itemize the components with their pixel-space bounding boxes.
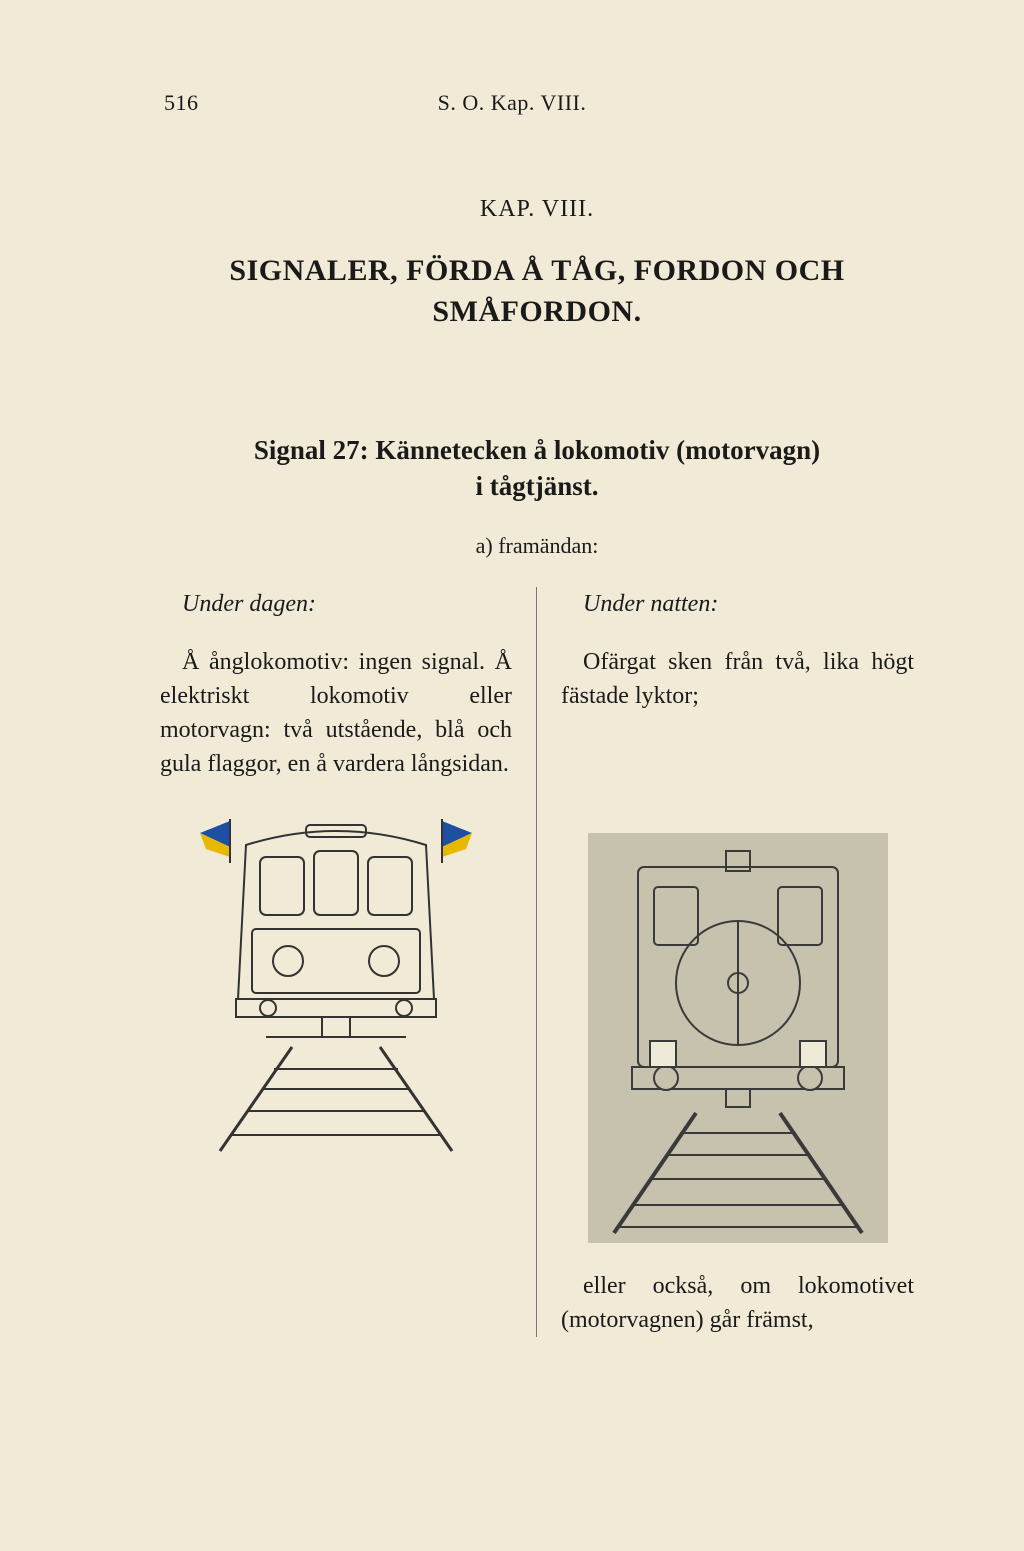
motor-car-front-icon <box>176 799 496 1159</box>
running-head-text: S. O. Kap. VIII. <box>438 90 587 116</box>
flag-right-icon <box>442 819 472 863</box>
title-line-2: SMÅFORDON. <box>432 295 641 328</box>
flag-left-icon <box>200 819 230 863</box>
column-night-body: Ofärgat sken från två, lika högt fästade… <box>561 645 914 713</box>
signal-heading-line-1: Signal 27: Kännetecken å lokomotiv (moto… <box>254 435 820 465</box>
column-night: Under natten: Ofärgat sken från två, lik… <box>537 587 914 1337</box>
title-line-1: SIGNALER, FÖRDA Å TÅG, FORDON OCH <box>229 254 844 287</box>
chapter-title: SIGNALER, FÖRDA Å TÅG, FORDON OCH SMÅFOR… <box>160 251 914 332</box>
column-night-head: Under natten: <box>561 587 914 621</box>
page: 516 S. O. Kap. VIII. KAP. VIII. SIGNALER… <box>0 0 1024 1551</box>
signal-heading-line-2: i tågtjänst. <box>476 471 599 501</box>
illustration-night <box>561 833 914 1243</box>
running-head: 516 S. O. Kap. VIII. <box>160 90 914 116</box>
signal-heading: Signal 27: Kännetecken å lokomotiv (moto… <box>187 432 887 505</box>
page-number: 516 <box>160 90 199 116</box>
column-day: Under dagen: Å ånglokomotiv: ingen signa… <box>160 587 537 1337</box>
column-day-head: Under dagen: <box>160 587 512 621</box>
steam-loco-front-icon <box>588 833 888 1243</box>
two-columns: Under dagen: Å ånglokomotiv: ingen signa… <box>160 587 914 1337</box>
column-day-body: Å ånglokomotiv: ingen signal. Å elektris… <box>160 645 512 781</box>
chapter-label: KAP. VIII. <box>160 196 914 223</box>
illustration-day <box>160 799 512 1159</box>
subhead-a: a) framändan: <box>160 533 914 559</box>
column-night-tail: eller också, om lokomotivet (motorvagnen… <box>561 1269 914 1337</box>
